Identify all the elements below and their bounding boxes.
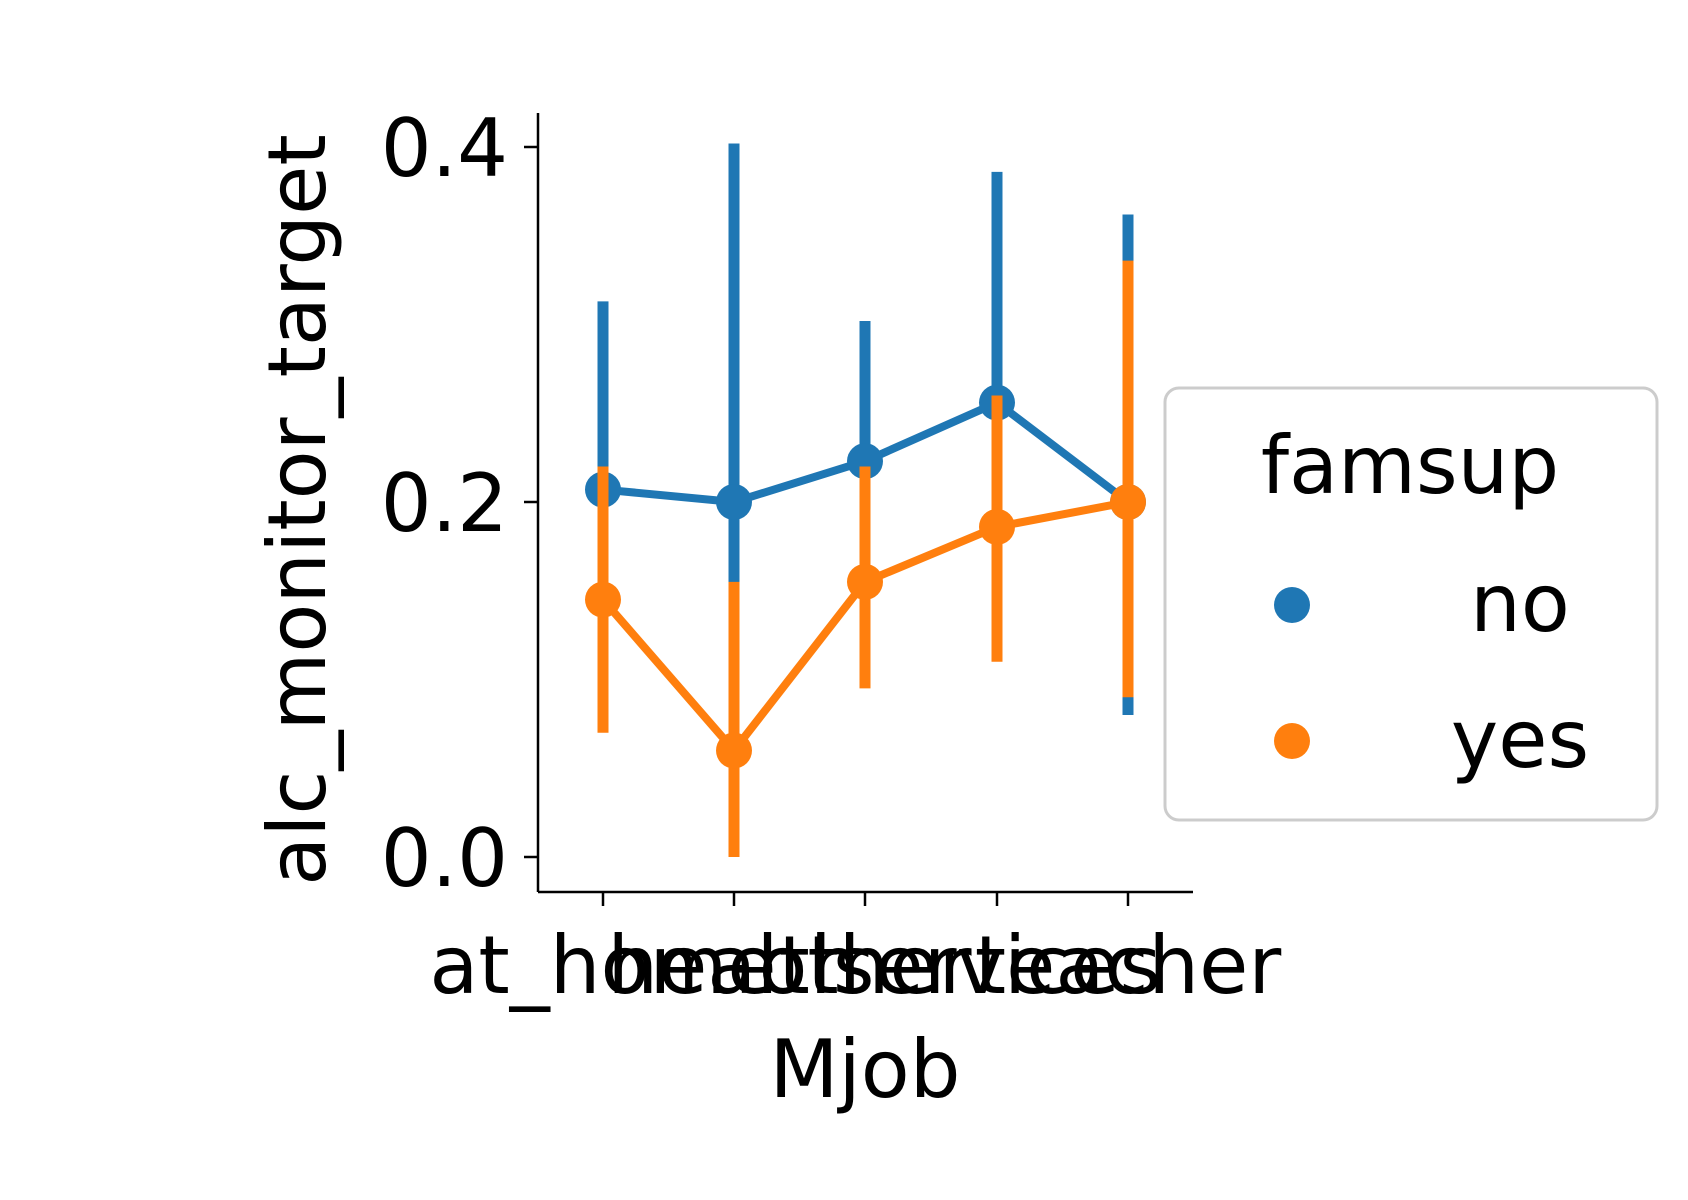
legend: famsup no yes	[1163, 386, 1659, 822]
data-point-yes	[585, 581, 621, 618]
y-tick-label: 0.4	[381, 102, 508, 195]
x-tick-label: services	[833, 919, 1161, 1012]
data-point-no	[716, 484, 752, 520]
x-tick-label: teacher	[975, 919, 1282, 1012]
y-tick-label: 0.0	[381, 812, 508, 905]
x-tick-label: other	[758, 919, 971, 1012]
legend-label-no: no	[1470, 557, 1570, 650]
y-tick-label: 0.2	[381, 457, 508, 550]
legend-marker-no	[1274, 587, 1310, 623]
plot-area	[585, 143, 1146, 857]
legend-label-yes: yes	[1451, 693, 1589, 786]
x-tick-label: at_home	[429, 919, 776, 1012]
x-axis-label: Mjob	[770, 1023, 961, 1116]
series-yes	[585, 260, 1146, 857]
data-point-yes	[1110, 484, 1146, 520]
legend-title: famsup	[1261, 419, 1559, 512]
y-axis-label: alc_monitor_target	[251, 134, 344, 885]
data-point-yes	[716, 732, 752, 769]
data-point-yes	[979, 508, 1015, 545]
y-ticks: 0.0 0.2 0.4	[381, 102, 538, 905]
legend-marker-yes	[1274, 723, 1310, 759]
data-point-yes	[847, 563, 883, 600]
x-tick-label: health	[607, 919, 860, 1012]
data-point-no	[847, 443, 883, 480]
legend-frame	[1163, 386, 1659, 822]
